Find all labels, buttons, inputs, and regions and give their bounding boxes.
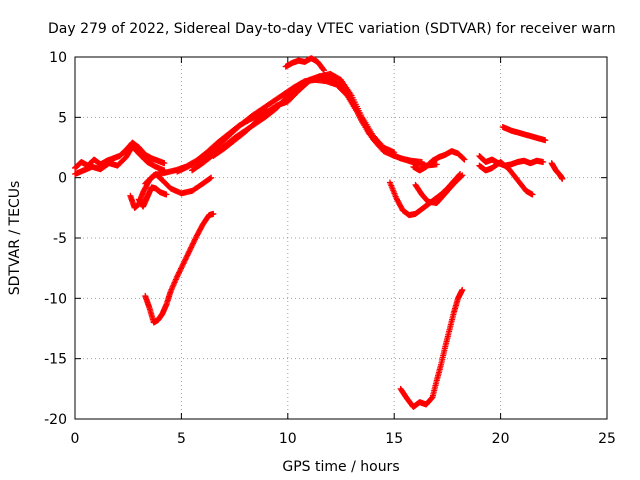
interp-point [178,264,185,271]
series-arc-10 [142,210,217,326]
interp-point [181,257,188,264]
y-tick-label: -5 [53,231,67,247]
data-point [210,210,217,217]
y-tick-label: 5 [58,110,67,126]
y-tick-label: -10 [44,291,67,307]
series-arc-1 [72,139,168,172]
x-axis-title: GPS time / hours [282,459,399,475]
interp-point [460,155,467,162]
x-tick-label: 15 [385,431,403,447]
series-arc-8 [210,70,398,159]
interp-point [191,237,198,244]
series-arc-17 [499,123,549,144]
y-tick-label: -20 [44,412,67,428]
interp-point [182,256,189,263]
series-arc-7 [189,73,440,174]
series-arc-14 [397,286,466,410]
data-point [320,67,327,74]
interp-point [177,266,184,273]
interp-point [184,251,191,258]
data-point [540,158,547,165]
interp-point [187,245,194,252]
interp-point [460,155,467,162]
data-point [391,149,398,156]
y-tick-labels: 10 5 0 -5 -10 -15 -20 [44,50,67,428]
data-point [459,172,466,179]
x-tick-labels: 0 5 10 15 20 25 [71,431,616,447]
chart-title: Day 279 of 2022, Sidereal Day-to-day VTE… [48,21,616,37]
interp-point [174,272,181,279]
data-point [433,161,440,168]
data-point [163,191,170,198]
data-point [161,160,168,167]
interp-point [320,66,327,73]
series-arc-9 [282,55,327,74]
interp-point [186,248,193,255]
data-point [174,273,181,280]
x-tick-label: 20 [492,431,510,447]
series-arc-18 [548,160,566,182]
x-tick-label: 5 [177,431,186,447]
data-point [208,174,215,181]
interp-point [179,261,186,268]
interp-point [175,270,182,277]
series-arc-4 [135,184,170,210]
series-arc-12 [410,148,468,174]
interp-point [181,259,188,266]
data-point [529,191,536,198]
data-point [461,156,468,163]
interp-point [190,239,197,246]
interp-point [207,175,214,182]
y-tick-label: -15 [44,352,67,368]
interp-point [189,241,196,248]
x-tick-label: 25 [598,431,616,447]
interp-point [184,252,191,259]
interp-point [190,240,197,247]
series-arc-5 [142,107,274,187]
series-arc-2 [72,143,168,178]
interp-point [179,262,186,269]
interp-point [458,173,465,180]
data-point [459,286,466,293]
grid [75,57,607,419]
data-point [542,137,549,144]
interp-point [183,253,190,260]
interp-point [176,269,183,276]
data-point [559,175,566,182]
data-point [180,260,187,267]
x-tick-label: 0 [71,431,80,447]
data-series [72,55,566,410]
interp-point [188,244,195,251]
y-tick-label: 0 [58,171,67,187]
interp-point [192,236,199,243]
series-arc-16 [476,158,536,198]
y-tick-label: 10 [49,50,67,66]
ticks [74,56,608,420]
interp-point [183,255,190,262]
interp-point [188,243,195,250]
series-arc-13 [412,172,466,207]
data-point [186,247,193,254]
y-axis-title: SDTVAR / TECUs [7,181,23,296]
series-arc-15 [476,152,547,169]
interp-point [177,265,184,272]
interp-point [176,268,183,275]
interp-point [185,249,192,256]
x-tick-label: 10 [279,431,297,447]
